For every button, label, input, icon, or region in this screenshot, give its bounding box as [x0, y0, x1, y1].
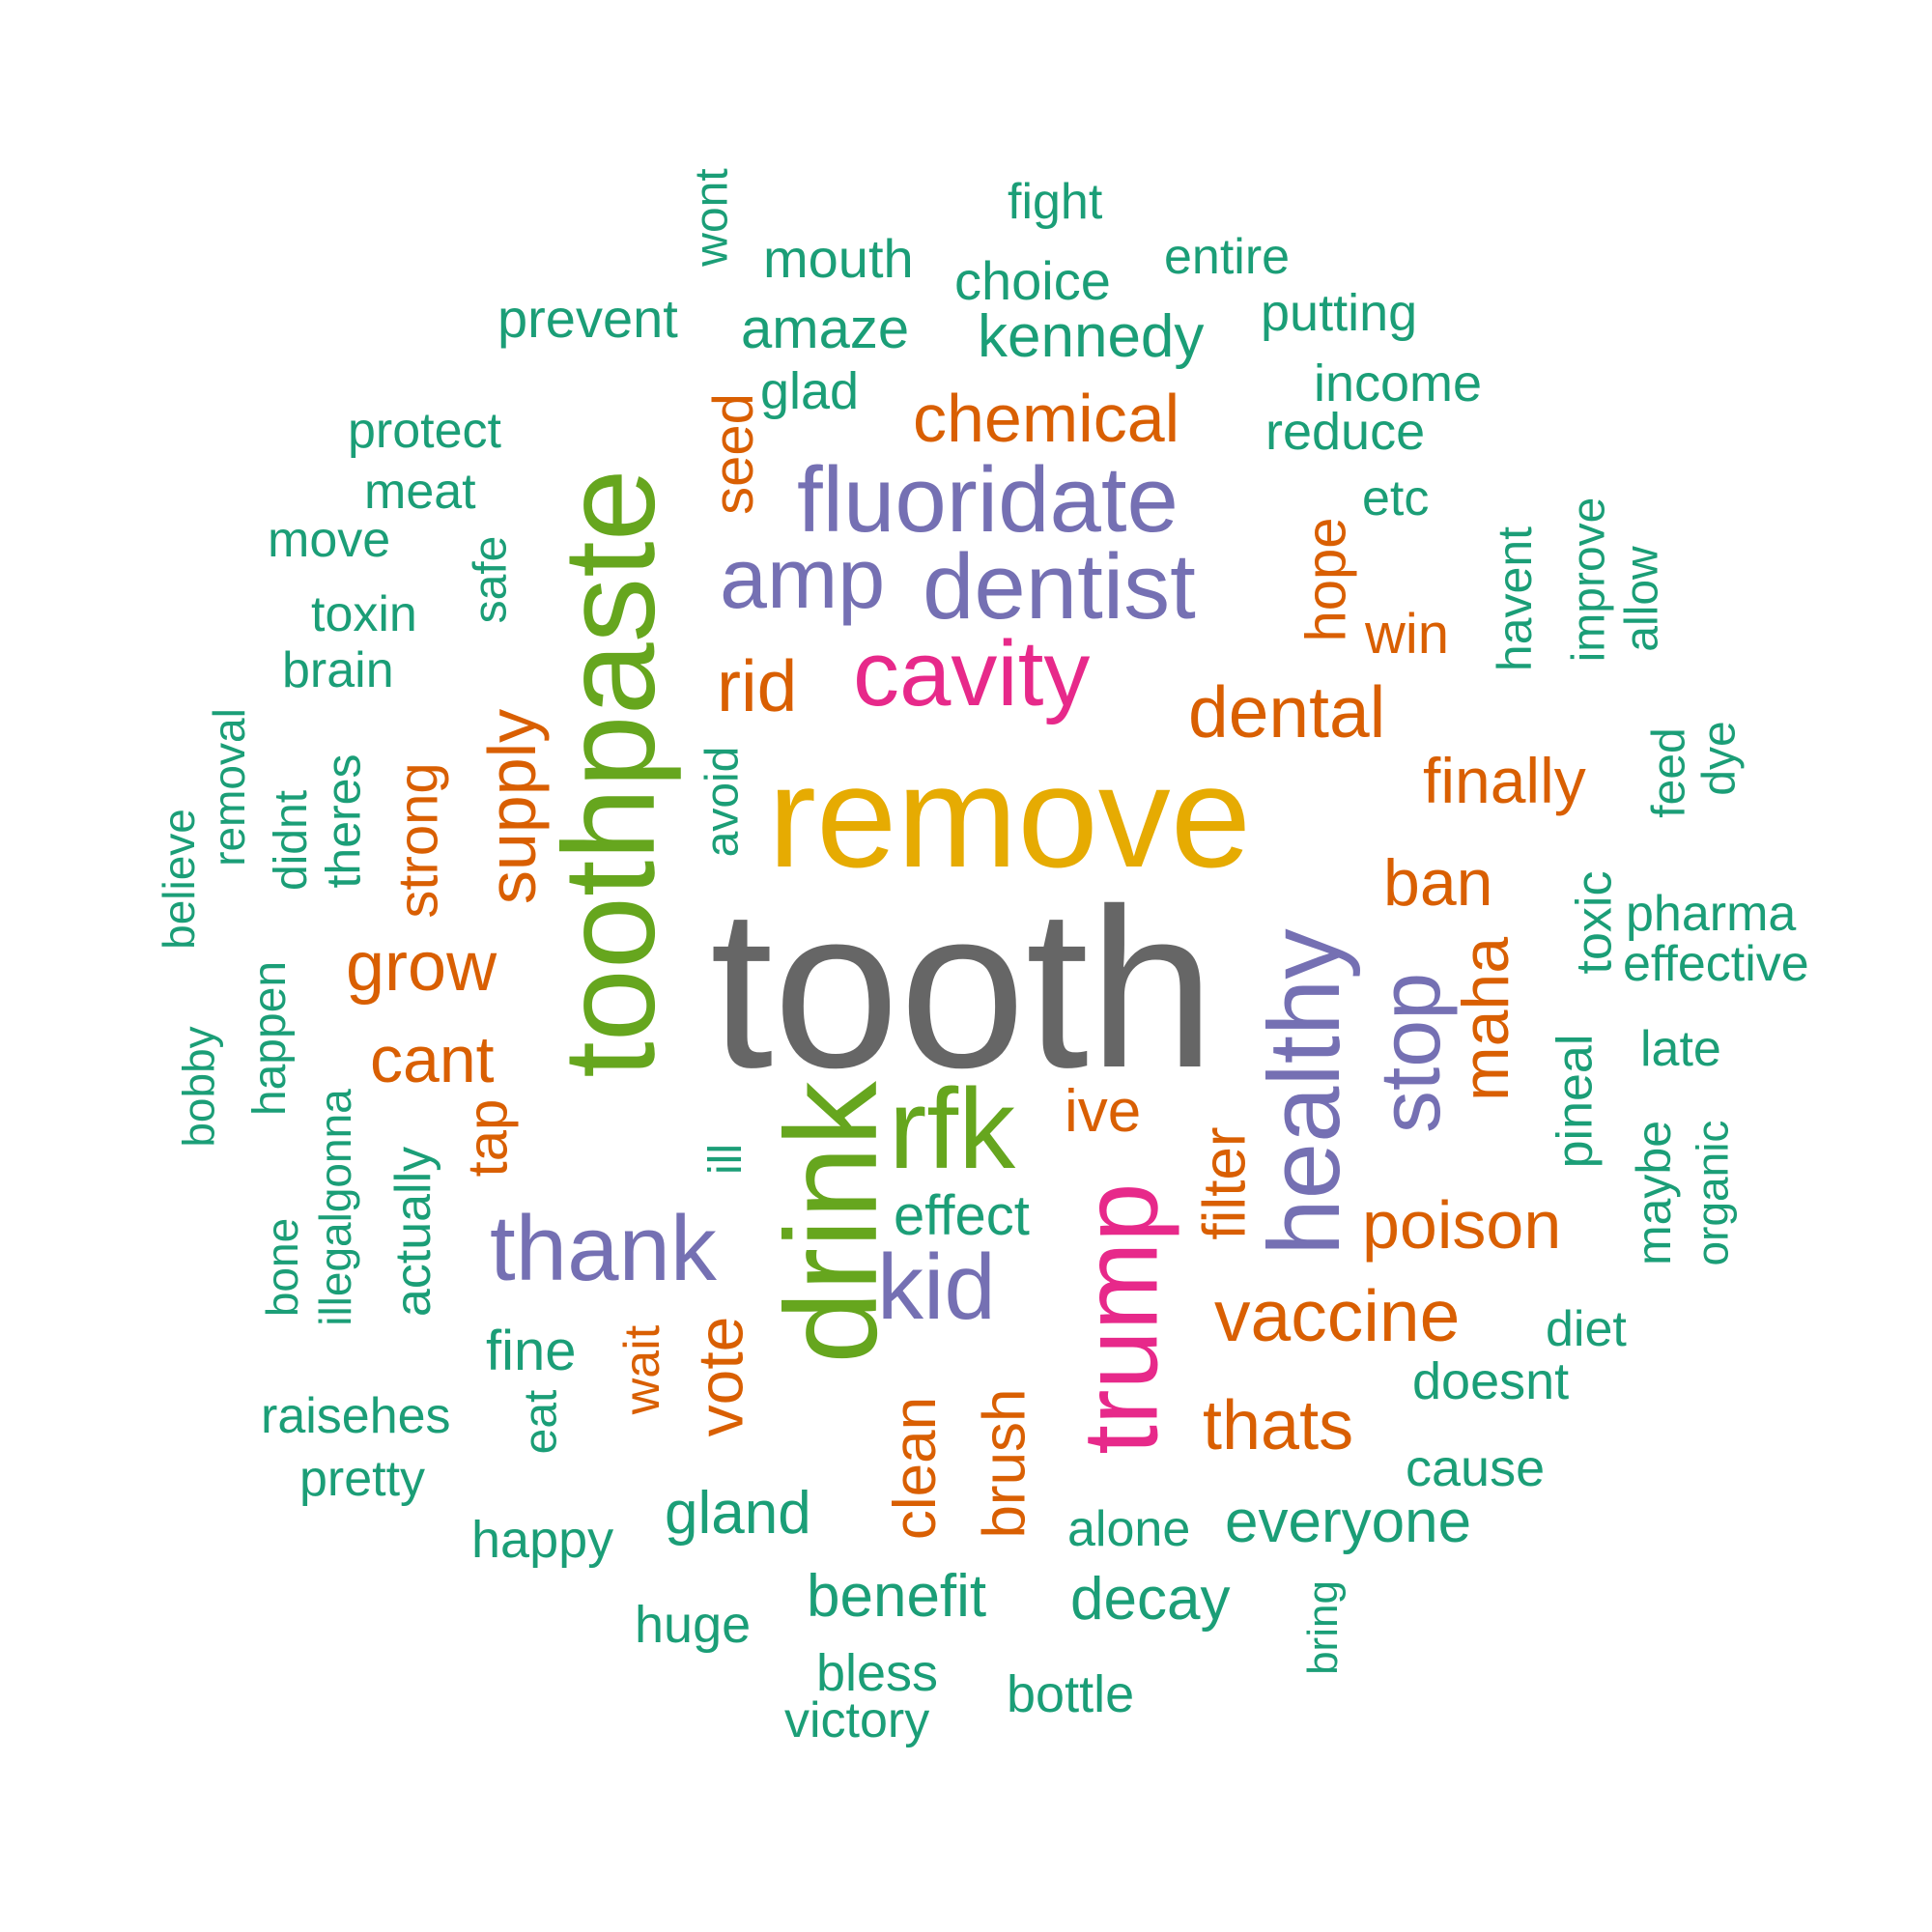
- word-illegalgonna: illegalgonna: [309, 1089, 360, 1326]
- word-kennedy: kennedy: [978, 303, 1205, 370]
- word-everyone: everyone: [1225, 1489, 1472, 1555]
- word-believe: believe: [153, 809, 204, 950]
- word-choice: choice: [954, 250, 1111, 311]
- word-amaze: amaze: [741, 298, 910, 360]
- word-income: income: [1314, 355, 1483, 412]
- word-improve: dye: [1693, 721, 1746, 796]
- word-eat: eat: [514, 1389, 566, 1455]
- word-grow: grow: [346, 928, 497, 1006]
- word-dentist: dentist: [923, 535, 1196, 639]
- word-cause: cause: [1406, 1439, 1546, 1497]
- word-bottle: bottle: [1007, 1665, 1135, 1723]
- word-entire: entire: [1164, 229, 1291, 285]
- word-wont: wont: [686, 168, 738, 267]
- word-amp: amp: [720, 530, 886, 626]
- word-victory: victory: [784, 1692, 930, 1748]
- word-happy: happy: [471, 1511, 614, 1569]
- word-trump: trump: [1061, 1182, 1180, 1455]
- word-healthy: healthy: [1247, 927, 1361, 1256]
- word-decay: decay: [1070, 1566, 1231, 1633]
- word-alone: alone: [1067, 1501, 1191, 1557]
- word-ill: ill: [700, 1144, 752, 1175]
- word-fluoridate: fluoridate: [797, 448, 1179, 552]
- word-tooth: tooth: [710, 861, 1215, 1115]
- word-effective: improve: [1562, 497, 1614, 663]
- word-poison: poison: [1362, 1187, 1562, 1263]
- word-raisehes: raisehes: [261, 1388, 451, 1444]
- word-stop: stop: [1362, 972, 1459, 1134]
- word-toxic: toxic: [1565, 870, 1622, 975]
- word-feed: effective: [1623, 936, 1809, 992]
- word-tap: tap: [455, 1098, 519, 1178]
- word-cavity: cavity: [853, 622, 1091, 725]
- word-seed: seed: [701, 393, 765, 515]
- word-finally: finally: [1423, 745, 1586, 816]
- word-etc: etc: [1362, 470, 1430, 526]
- word-vote: vote: [683, 1316, 755, 1437]
- word-maha: maha: [1449, 936, 1523, 1102]
- word-remove: remove: [768, 735, 1252, 897]
- word-gland: gland: [665, 1480, 811, 1547]
- word-brush: brush: [971, 1388, 1038, 1539]
- word-rid: rid: [717, 645, 798, 726]
- word-thats: thats: [1203, 1387, 1354, 1464]
- word-toxin: toxin: [311, 586, 417, 642]
- word-chemical: chemical: [913, 381, 1180, 456]
- word-safe: safe: [464, 535, 516, 624]
- word-kid: kid: [877, 1236, 996, 1339]
- word-prevent: prevent: [497, 288, 678, 349]
- word-protect: protect: [348, 403, 501, 459]
- word-organic: organic: [1686, 1120, 1737, 1266]
- word-benefit: benefit: [807, 1563, 987, 1630]
- word-brain: brain: [282, 642, 394, 698]
- word-avoid: avoid: [696, 746, 748, 858]
- word-effect: effect: [894, 1184, 1030, 1247]
- word-meat: meat: [364, 464, 476, 520]
- word-reduce: reduce: [1265, 403, 1426, 461]
- word-filter: filter: [1191, 1126, 1259, 1240]
- word-mouth: mouth: [763, 228, 914, 289]
- word-wait: wait: [614, 1324, 671, 1415]
- word-happen: happen: [244, 960, 297, 1117]
- word-rfk: rfk: [889, 1065, 1016, 1193]
- word-bobby: bobby: [173, 1026, 224, 1148]
- word-hope: hope: [1294, 517, 1358, 642]
- word-maybe: maybe: [1627, 1120, 1682, 1266]
- word-thank: thank: [490, 1197, 717, 1300]
- word-pineal: pineal: [1546, 1034, 1603, 1169]
- word-move: move: [268, 512, 391, 568]
- word-dental: dental: [1188, 671, 1386, 753]
- word-fine: fine: [486, 1320, 577, 1382]
- word-theres: theres: [315, 753, 370, 889]
- word-diet: diet: [1546, 1301, 1627, 1357]
- word-pretty: pretty: [299, 1451, 426, 1507]
- word-pharma: havent: [1488, 526, 1543, 672]
- word-supply: supply: [474, 708, 551, 905]
- word-late: allow: [1616, 546, 1668, 652]
- word-putting: putting: [1261, 284, 1418, 342]
- word-bless: bless: [816, 1644, 939, 1702]
- word-win: win: [1365, 603, 1450, 666]
- word-bone: bone: [257, 1217, 308, 1318]
- word-fight: fight: [1008, 174, 1103, 230]
- word-didnt: didnt: [266, 789, 318, 892]
- word-dye: late: [1640, 1021, 1721, 1077]
- word-doesnt: doesnt: [1412, 1352, 1570, 1410]
- word-huge: huge: [635, 1596, 752, 1654]
- word-actually: actually: [385, 1146, 442, 1318]
- word-removal: removal: [203, 708, 254, 867]
- word-ive: ive: [1065, 1078, 1142, 1145]
- word-cant: cant: [370, 1023, 495, 1096]
- word-allow: pharma: [1626, 886, 1797, 942]
- word-vaccine: vaccine: [1214, 1275, 1461, 1356]
- word-toothpaste: toothpaste: [535, 468, 682, 1078]
- word-clean: clean: [882, 1396, 950, 1541]
- word-bring: bring: [1298, 1580, 1347, 1675]
- word-havent: feed: [1643, 727, 1695, 818]
- word-strong: strong: [386, 762, 450, 919]
- word-ban: ban: [1383, 846, 1493, 920]
- word-glad: glad: [760, 362, 860, 420]
